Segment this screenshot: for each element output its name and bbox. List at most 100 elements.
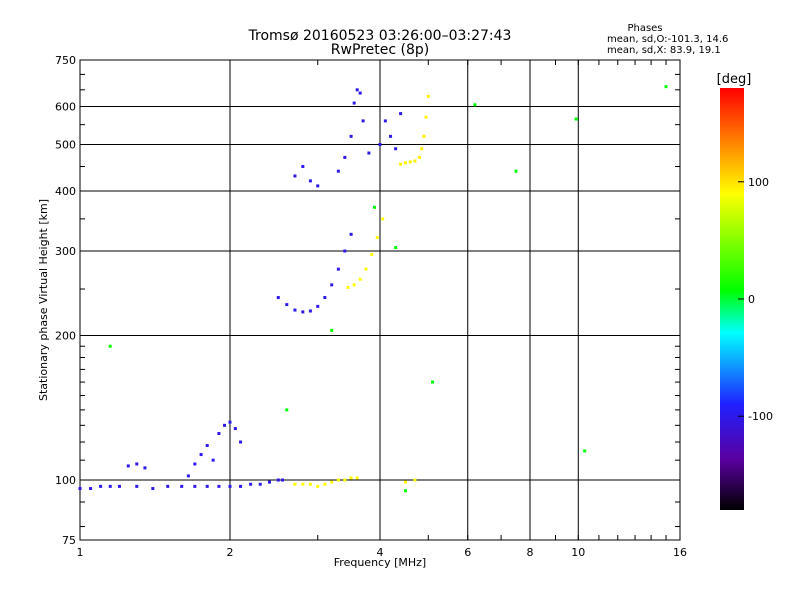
data-point [394, 147, 398, 151]
data-point [108, 344, 112, 348]
data-point [180, 484, 184, 488]
data-point [199, 453, 203, 457]
data-point [211, 458, 215, 462]
data-point [343, 249, 347, 253]
data-points [78, 85, 668, 493]
data-point [285, 303, 289, 307]
data-point [193, 462, 197, 466]
data-point [293, 174, 297, 178]
data-point [583, 449, 587, 453]
data-point [364, 267, 368, 271]
stats-x-line: mean, sd,X: 83.9, 19.1 [607, 45, 721, 56]
data-point [135, 484, 139, 488]
y-axis-label: Stationary phase Virtual Height [km] [37, 199, 50, 401]
grid [80, 60, 680, 540]
data-point [426, 94, 430, 98]
data-point [413, 159, 417, 163]
data-point [355, 476, 359, 480]
x-tick-label: 10 [571, 546, 585, 559]
y-tick-label: 500 [55, 139, 76, 152]
data-point [205, 484, 209, 488]
data-point [330, 480, 334, 484]
data-point [108, 484, 112, 488]
data-point [514, 169, 518, 173]
data-point [308, 179, 312, 183]
data-point [378, 143, 382, 147]
data-point [285, 408, 289, 412]
x-tick-label: 16 [673, 546, 687, 559]
data-point [375, 236, 379, 240]
data-point [664, 85, 668, 89]
data-point [293, 308, 297, 312]
y-tick-label: 750 [55, 54, 76, 67]
data-point [308, 309, 312, 313]
data-point [89, 487, 93, 491]
data-point [431, 380, 435, 384]
chart-subtitle: RwPretec (8p) [331, 42, 429, 58]
data-point [349, 476, 353, 480]
data-point [346, 285, 350, 289]
data-point [370, 253, 374, 257]
data-point [574, 117, 578, 121]
data-point [361, 119, 365, 123]
data-point [228, 420, 232, 424]
x-tick-label: 8 [527, 546, 534, 559]
data-point [343, 155, 347, 159]
y-tick-label: 200 [55, 330, 76, 343]
data-point [281, 478, 285, 482]
data-point [249, 482, 253, 486]
data-point [301, 482, 305, 486]
stats-o-line: mean, sd,O:-101.3, 14.6 [607, 34, 728, 45]
y-tick-label: 75 [62, 534, 76, 547]
data-point [330, 283, 334, 287]
data-point [78, 487, 82, 491]
data-point [117, 484, 121, 488]
x-tick-label: 4 [377, 546, 384, 559]
data-point [217, 484, 221, 488]
y-tick-label: 600 [55, 101, 76, 114]
data-point [323, 482, 327, 486]
data-point [343, 478, 347, 482]
colorbar-ticks: 100 0 -100 [738, 176, 773, 423]
data-point [349, 232, 353, 236]
data-point [367, 151, 371, 155]
data-point [399, 112, 403, 116]
data-point [352, 101, 356, 105]
data-point [424, 115, 428, 119]
data-point [99, 484, 103, 488]
x-tick-label: 1 [77, 546, 84, 559]
data-point [151, 487, 155, 491]
data-point [330, 328, 334, 332]
colorbar-tick-label: 0 [748, 293, 755, 306]
data-point [316, 304, 320, 308]
data-point [381, 217, 385, 221]
data-point [358, 91, 362, 95]
data-point [223, 423, 227, 427]
data-point [336, 267, 340, 271]
data-point [408, 160, 412, 164]
data-point [399, 162, 403, 166]
colorbar-tick-label: 100 [748, 176, 769, 189]
data-point [316, 484, 320, 488]
x-tick-label: 6 [464, 546, 471, 559]
data-point [267, 480, 271, 484]
data-point [258, 482, 262, 486]
data-point [135, 462, 139, 466]
data-point [217, 432, 221, 436]
y-tick-label: 100 [55, 474, 76, 487]
data-point [301, 164, 305, 168]
data-point [417, 155, 421, 159]
data-point [276, 478, 280, 482]
data-point [301, 310, 305, 314]
data-point [323, 296, 327, 300]
data-point [316, 184, 320, 188]
data-point [373, 205, 377, 209]
data-point [403, 480, 407, 484]
data-point [358, 277, 362, 281]
data-point [239, 484, 243, 488]
data-point [239, 440, 243, 444]
data-point [420, 147, 424, 151]
data-point [394, 246, 398, 250]
data-point [205, 444, 209, 448]
